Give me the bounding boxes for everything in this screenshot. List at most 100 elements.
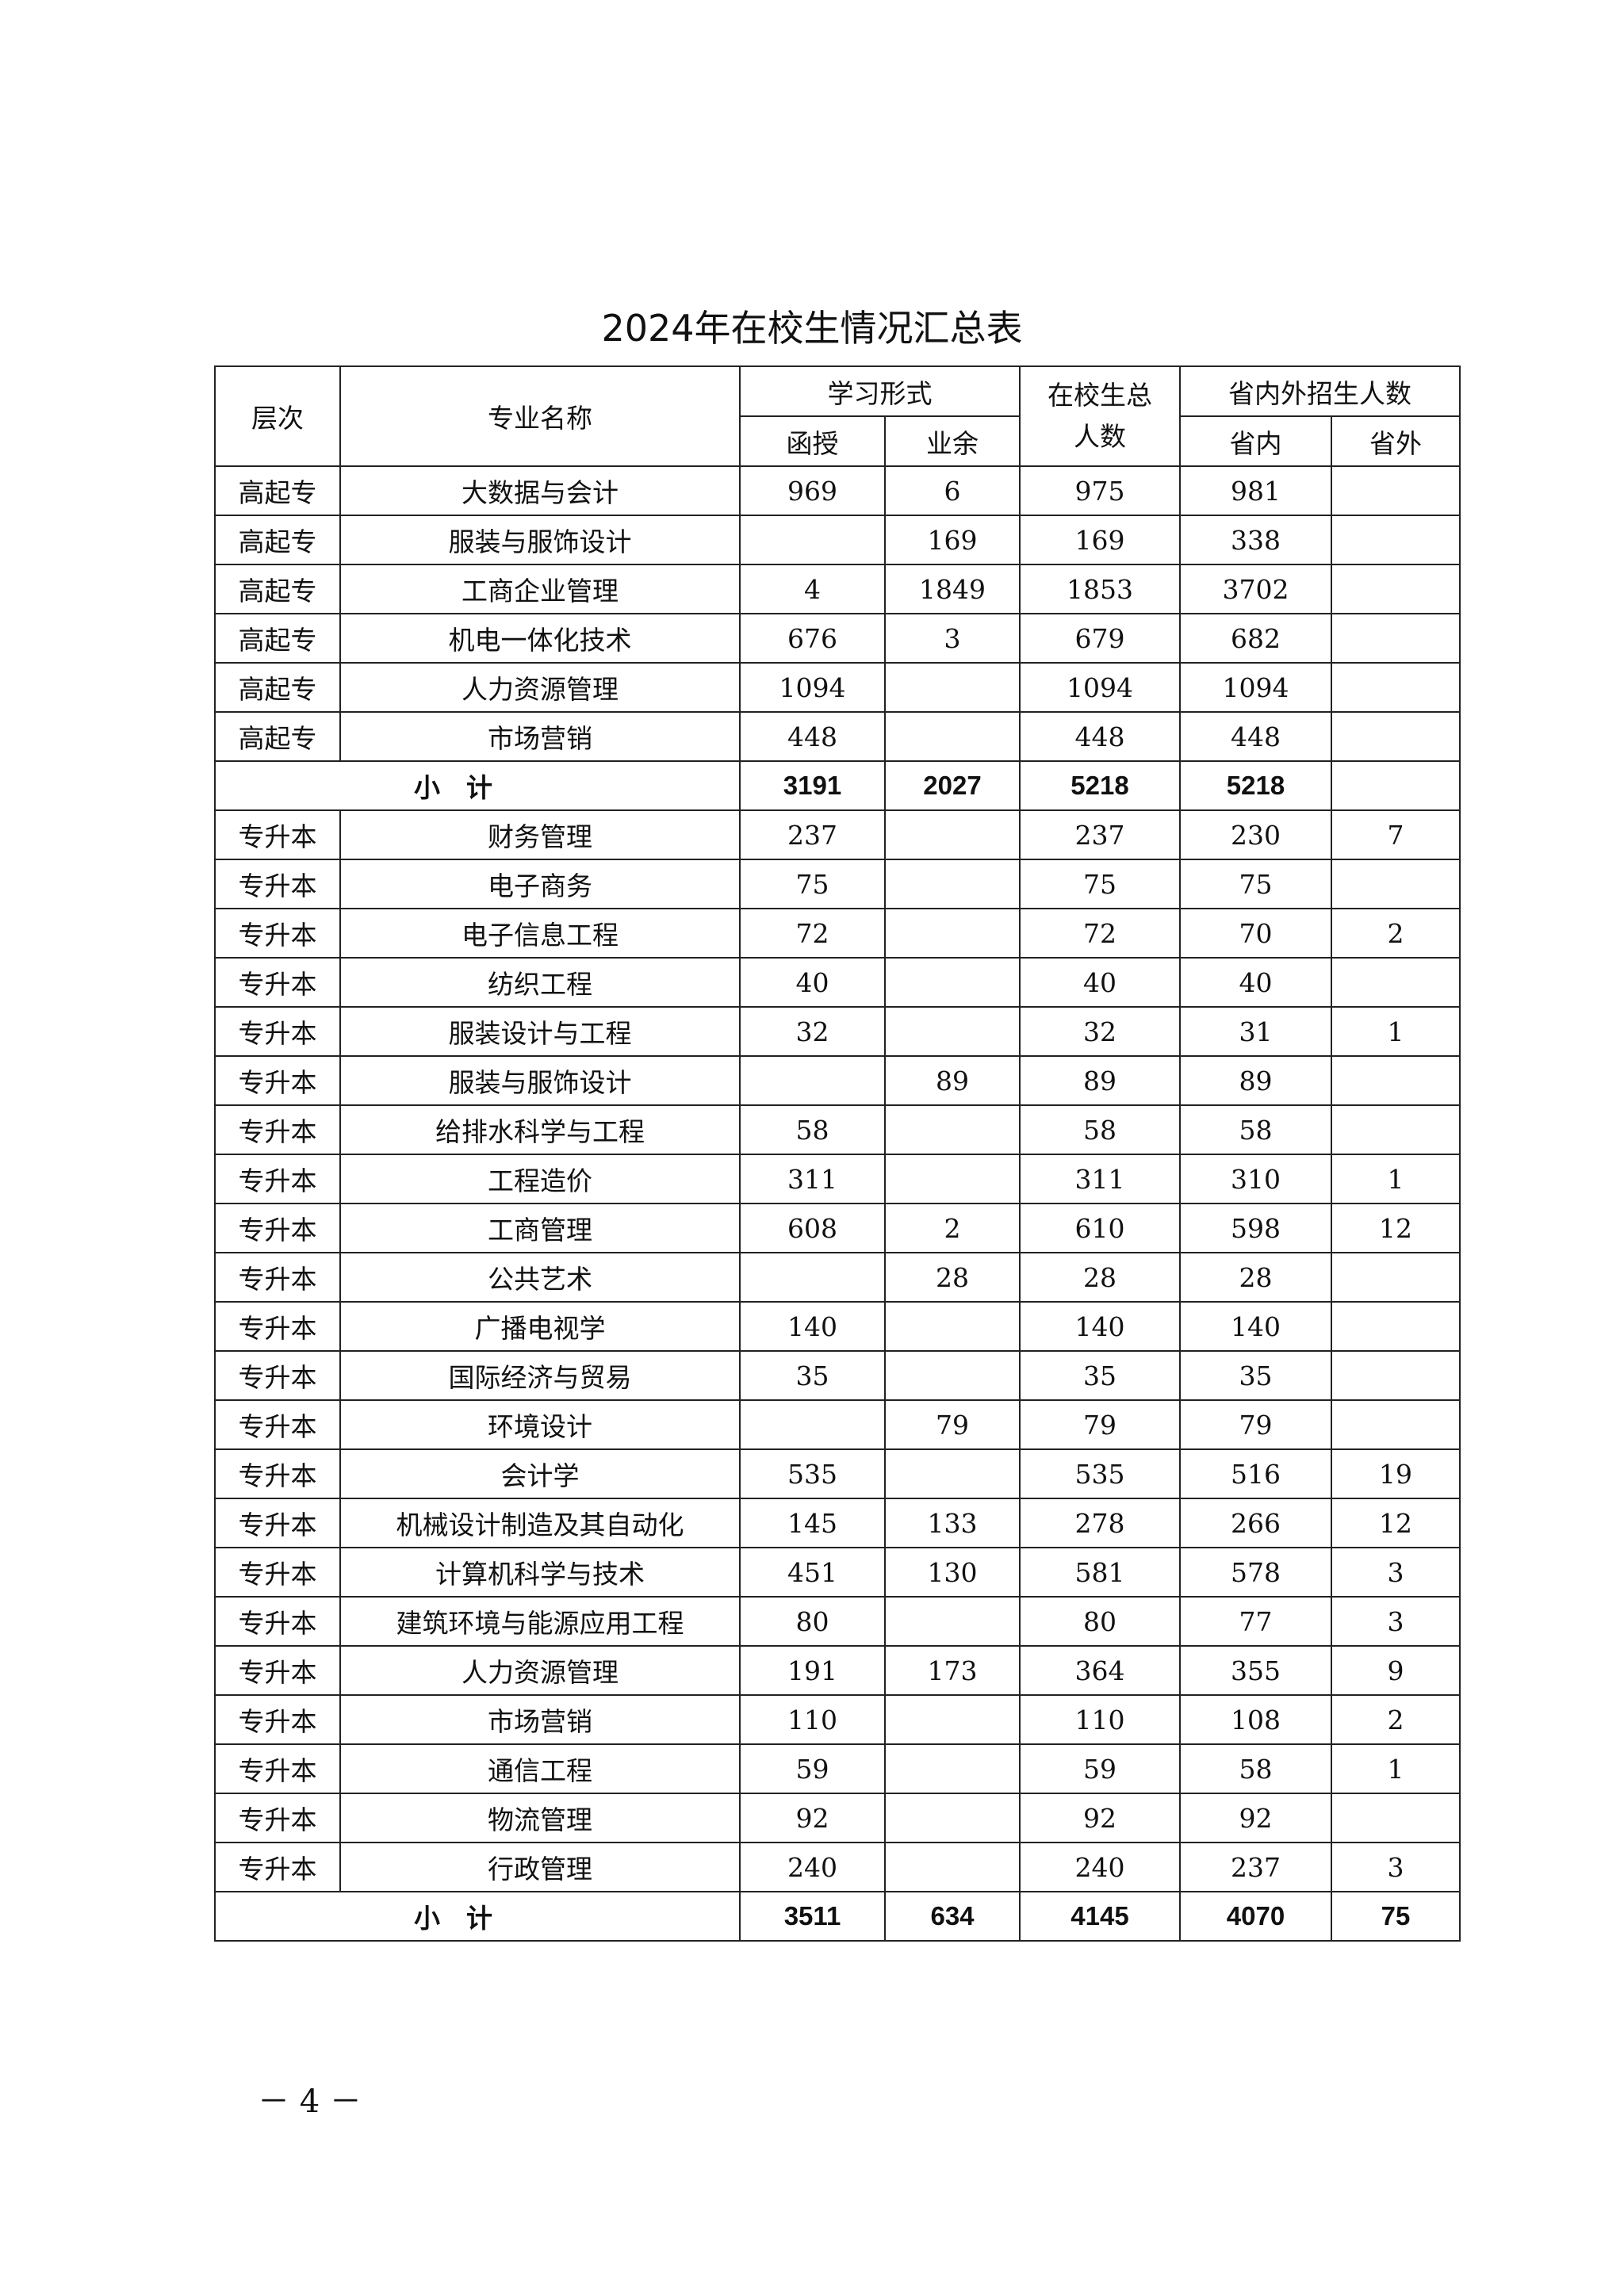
cell-correspondence: 1094	[739, 662, 886, 713]
cell-correspondence: 237	[739, 809, 886, 860]
cell-total: 35	[1019, 1350, 1181, 1401]
cell-major: 电子商务	[339, 859, 741, 909]
cell-spare-time	[884, 711, 1021, 762]
page-number: － 4 －	[258, 2084, 362, 2120]
cell-out-province	[1331, 613, 1461, 664]
cell-out-province: 3	[1331, 1842, 1461, 1892]
cell-in-province: 77	[1179, 1596, 1332, 1647]
header-level: 层次	[214, 365, 341, 467]
cell-spare-time	[884, 1596, 1021, 1647]
cell-total: 40	[1019, 957, 1181, 1008]
cell-correspondence: 191	[739, 1645, 886, 1696]
cell-correspondence: 92	[739, 1793, 886, 1843]
cell-spare-time: 2	[884, 1203, 1021, 1253]
cell-spare-time	[884, 859, 1021, 909]
cell-total: 72	[1019, 908, 1181, 959]
cell-in-province: 355	[1179, 1645, 1332, 1696]
cell-total: 278	[1019, 1498, 1181, 1548]
cell-out-province: 1	[1331, 1743, 1461, 1794]
cell-total: 140	[1019, 1301, 1181, 1352]
table-row: 专升本 电子信息工程 72 72 70 2	[214, 908, 1461, 959]
cell-out-province	[1331, 1793, 1461, 1843]
cell-level: 专升本	[214, 1547, 341, 1598]
cell-in-province: 58	[1179, 1104, 1332, 1155]
cell-major: 市场营销	[339, 1694, 741, 1745]
cell-spare-time	[884, 809, 1021, 860]
cell-level: 专升本	[214, 1645, 341, 1696]
cell-correspondence: 240	[739, 1842, 886, 1892]
cell-out-province: 1	[1331, 1154, 1461, 1204]
cell-level: 专升本	[214, 1154, 341, 1204]
cell-out-province	[1331, 1104, 1461, 1155]
cell-out-province: 12	[1331, 1203, 1461, 1253]
cell-correspondence: 80	[739, 1596, 886, 1647]
cell-level: 专升本	[214, 1203, 341, 1253]
cell-major: 广播电视学	[339, 1301, 741, 1352]
cell-correspondence: 3191	[739, 760, 886, 811]
cell-level: 专升本	[214, 1055, 341, 1106]
table-row: 专升本 服装与服饰设计 89 89 89	[214, 1055, 1461, 1106]
cell-out-province	[1331, 957, 1461, 1008]
cell-in-province: 266	[1179, 1498, 1332, 1548]
table-row: 专升本 环境设计 79 79 79	[214, 1399, 1461, 1450]
cell-out-province: 2	[1331, 908, 1461, 959]
cell-correspondence: 3511	[739, 1891, 886, 1942]
cell-correspondence: 451	[739, 1547, 886, 1598]
cell-in-province: 578	[1179, 1547, 1332, 1598]
cell-level: 高起专	[214, 711, 341, 762]
cell-out-province: 3	[1331, 1547, 1461, 1598]
cell-total: 92	[1019, 1793, 1181, 1843]
cell-total: 75	[1019, 859, 1181, 909]
table-row: 专升本 纺织工程 40 40 40	[214, 957, 1461, 1008]
cell-major: 工商企业管理	[339, 564, 741, 614]
cell-spare-time	[884, 1743, 1021, 1794]
table-row: 专升本 会计学 535 535 516 19	[214, 1448, 1461, 1499]
table-row: 专升本 计算机科学与技术 451 130 581 578 3	[214, 1547, 1461, 1598]
cell-spare-time	[884, 1694, 1021, 1745]
cell-level: 高起专	[214, 662, 341, 713]
cell-total: 4145	[1019, 1891, 1181, 1942]
cell-correspondence: 140	[739, 1301, 886, 1352]
cell-spare-time	[884, 1842, 1021, 1892]
cell-in-province: 79	[1179, 1399, 1332, 1450]
cell-level: 专升本	[214, 957, 341, 1008]
cell-major: 物流管理	[339, 1793, 741, 1843]
cell-spare-time	[884, 1448, 1021, 1499]
cell-correspondence: 32	[739, 1006, 886, 1057]
table-row: 专升本 工商管理 608 2 610 598 12	[214, 1203, 1461, 1253]
cell-spare-time: 2027	[884, 760, 1021, 811]
enrollment-summary-table: 层次 专业名称 学习形式 在校生总人数 省内外招生人数 函授 业余 省内 省外 …	[214, 365, 1461, 1942]
table-row: 高起专 服装与服饰设计 169 169 338	[214, 515, 1461, 565]
header-enrollment: 省内外招生人数	[1179, 365, 1461, 417]
table-row: 专升本 物流管理 92 92 92	[214, 1793, 1461, 1843]
table-row: 高起专 大数据与会计 969 6 975 981	[214, 465, 1461, 516]
cell-out-province	[1331, 760, 1461, 811]
cell-level: 高起专	[214, 515, 341, 565]
cell-spare-time: 634	[884, 1891, 1021, 1942]
cell-out-province: 12	[1331, 1498, 1461, 1548]
table-row: 专升本 通信工程 59 59 58 1	[214, 1743, 1461, 1794]
cell-in-province: 140	[1179, 1301, 1332, 1352]
cell-level: 专升本	[214, 1694, 341, 1745]
table-row: 专升本 服装设计与工程 32 32 31 1	[214, 1006, 1461, 1057]
cell-correspondence: 35	[739, 1350, 886, 1401]
cell-major: 公共艺术	[339, 1252, 741, 1303]
cell-total: 448	[1019, 711, 1181, 762]
cell-in-province: 3702	[1179, 564, 1332, 614]
cell-level: 专升本	[214, 908, 341, 959]
cell-total: 240	[1019, 1842, 1181, 1892]
cell-spare-time	[884, 908, 1021, 959]
cell-out-province	[1331, 1399, 1461, 1450]
cell-major: 给排水科学与工程	[339, 1104, 741, 1155]
table-row: 高起专 市场营销 448 448 448	[214, 711, 1461, 762]
cell-correspondence: 535	[739, 1448, 886, 1499]
cell-level: 专升本	[214, 1350, 341, 1401]
cell-in-province: 5218	[1179, 760, 1332, 811]
cell-total: 679	[1019, 613, 1181, 664]
cell-level: 专升本	[214, 1448, 341, 1499]
table-row: 专升本 人力资源管理 191 173 364 355 9	[214, 1645, 1461, 1696]
cell-spare-time	[884, 1793, 1021, 1843]
cell-level: 专升本	[214, 1399, 341, 1450]
subtotal-label: 小 计	[214, 1891, 741, 1942]
table-row: 专升本 广播电视学 140 140 140	[214, 1301, 1461, 1352]
